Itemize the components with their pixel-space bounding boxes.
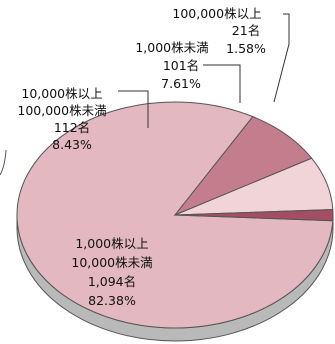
slice-100000-category: 100,000株以上 — [172, 6, 261, 21]
label-10000-slice: 10,000株以上 100,000株未満 112名 8.43% — [17, 86, 149, 152]
slice-100000-count: 21名 — [232, 23, 260, 38]
pie-body — [16, 101, 334, 342]
slice-under-1000-count: 101名 — [163, 58, 199, 73]
slice-under-1000-category: 1,000株未満 — [135, 40, 208, 55]
large-slice-count: 1,094名 — [88, 274, 136, 289]
leader-line-10000 — [118, 90, 149, 128]
slice-under-1000-percent: 7.61% — [161, 76, 201, 91]
large-slice-percent: 82.38% — [88, 293, 136, 308]
large-slice-category: 1,000株以上 — [75, 236, 148, 251]
label-100000-slice: 100,000株以上 21名 1.58% — [172, 6, 290, 103]
leader-line-100000 — [273, 13, 290, 103]
label-large-slice: 1,000株以上 10,000株未満 1,094名 82.38% — [71, 236, 152, 308]
label-under-1000-slice: 1,000株未満 101名 7.61% — [135, 40, 241, 103]
slice-10000-count: 112名 — [54, 120, 90, 135]
large-slice-category2: 10,000株未満 — [71, 255, 152, 270]
slice-10000-category2: 100,000株未満 — [17, 103, 106, 118]
leader-line-under-1000 — [203, 64, 241, 103]
slice-10000-percent: 8.43% — [52, 137, 92, 152]
slice-100000-percent: 1.58% — [226, 41, 266, 56]
adjacent-pie-edge — [0, 149, 7, 176]
pie-slice-over-100000 — [174, 209, 334, 222]
slice-10000-category: 10,000株以上 — [21, 86, 102, 101]
